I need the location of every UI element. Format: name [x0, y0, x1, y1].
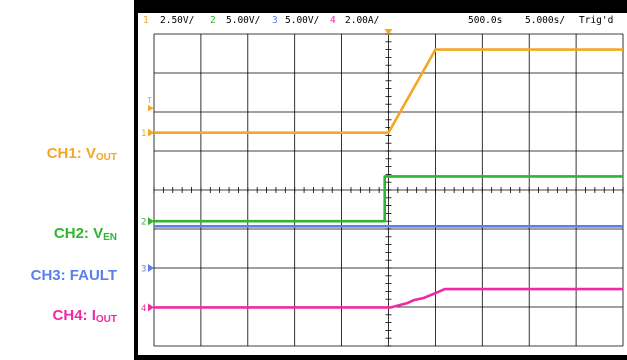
horizontal-position: 500.0s	[468, 15, 502, 26]
ch4-label-main: CH4: I	[52, 307, 96, 324]
ch1-label: CH1: VOUT	[47, 145, 117, 167]
timebase-scale: 5.000s/	[525, 15, 565, 26]
ch2-label: CH2: VEN	[54, 225, 117, 247]
trigger-status: Trig'd	[579, 15, 613, 26]
scope-display	[138, 13, 627, 355]
ch1-ground-marker	[148, 128, 154, 137]
ch3-marker-label: 3	[141, 265, 146, 275]
ch1-marker-label: 1	[141, 129, 146, 139]
trigger-level-label: T	[147, 96, 152, 105]
trace-ch2	[154, 175, 623, 223]
ch1-label-main: CH1: V	[46, 145, 96, 162]
ch3-header-scale: 5.00V/	[285, 15, 319, 26]
ch3-header-num: 3	[272, 15, 278, 26]
ch3-label: CH3: FAULT	[31, 267, 117, 285]
ch2-header-scale: 5.00V/	[226, 15, 260, 26]
traces	[154, 48, 623, 309]
ch2-label-main: CH2: V	[53, 225, 104, 242]
ch1-header-scale: 2.50V/	[160, 15, 194, 26]
ch4-header-scale: 2.00A/	[345, 15, 379, 26]
channel-markers: 1 2 3 4 T	[141, 29, 393, 314]
oscilloscope-screen: 1 2.50V/ 2 5.00V/ 3 5.00V/ 4 2.00A/ 500.…	[134, 0, 627, 360]
ch3-ground-marker	[148, 264, 154, 272]
ch4-label: CH4: IOUT	[53, 307, 117, 329]
scope-header: 1 2.50V/ 2 5.00V/ 3 5.00V/ 4 2.00A/ 500.…	[143, 15, 613, 26]
channel-labels: CH1: VOUT CH2: VEN CH3: FAULT CH4: IOUT	[0, 0, 117, 360]
ch4-header-num: 4	[330, 15, 336, 26]
ch2-ground-marker	[148, 217, 154, 226]
ch2-marker-label: 2	[141, 218, 146, 228]
ch4-label-sub: OUT	[95, 314, 117, 325]
ch1-label-sub: OUT	[95, 152, 117, 163]
ch3-label-main: CH3: FAULT	[30, 267, 117, 284]
trace-ch1	[154, 48, 623, 134]
trigger-level-marker	[148, 105, 154, 112]
ch2-label-sub: EN	[103, 232, 117, 243]
graticule	[153, 33, 624, 347]
trigger-time-marker	[384, 29, 393, 35]
ch1-header-num: 1	[143, 15, 149, 26]
ch4-marker-label: 4	[141, 304, 146, 314]
ch2-header-num: 2	[210, 15, 216, 26]
ch4-ground-marker	[148, 303, 154, 312]
trace-ch4	[154, 287, 623, 309]
